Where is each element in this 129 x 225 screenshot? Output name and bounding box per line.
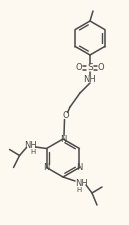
Text: O: O (76, 63, 82, 72)
Text: NH: NH (75, 178, 87, 187)
Text: NH: NH (24, 141, 37, 150)
Text: N: N (43, 163, 50, 172)
Text: N: N (60, 135, 66, 144)
Text: NH: NH (84, 74, 96, 83)
Text: O: O (63, 112, 69, 121)
Text: H: H (76, 187, 82, 193)
Text: O: O (98, 63, 104, 72)
Text: N: N (76, 163, 83, 172)
Text: H: H (30, 149, 35, 155)
Text: S: S (87, 63, 93, 72)
